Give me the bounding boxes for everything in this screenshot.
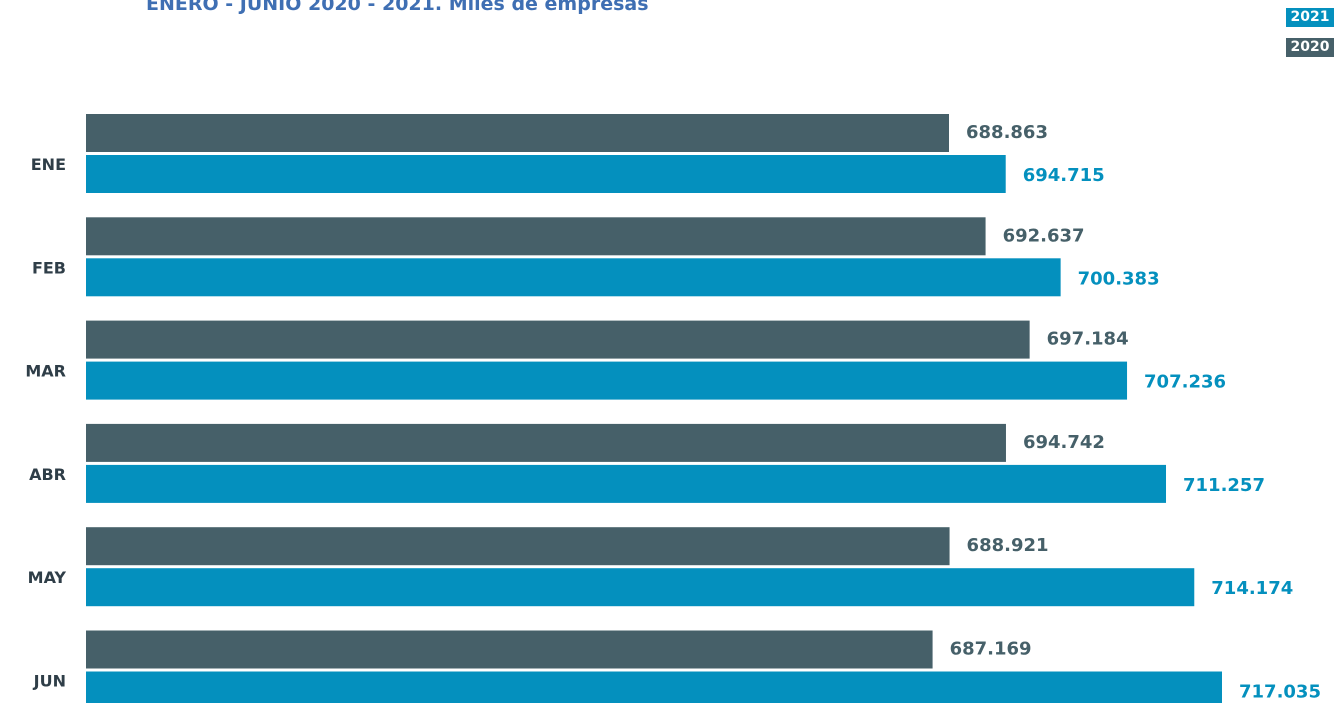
category-label-ene: ENE: [31, 155, 66, 174]
bar-2020-mar: [86, 321, 1030, 359]
bar-2020-abr: [86, 424, 1006, 462]
value-label-2021-feb: 700.383: [1078, 268, 1160, 289]
category-label-mar: MAR: [25, 362, 66, 381]
value-label-2021-mar: 707.236: [1144, 372, 1226, 393]
bar-2021-ene: [86, 155, 1006, 193]
bar-2021-abr: [86, 465, 1166, 503]
value-label-2021-jun: 717.035: [1239, 682, 1321, 703]
bar-2020-ene: [86, 114, 949, 152]
category-label-feb: FEB: [32, 258, 66, 277]
value-label-2020-may: 688.921: [967, 535, 1049, 556]
value-label-2020-ene: 688.863: [966, 122, 1048, 143]
value-label-2020-jun: 687.169: [950, 639, 1032, 660]
value-label-2021-may: 714.174: [1211, 578, 1293, 599]
bar-2020-jun: [86, 631, 933, 669]
value-label-2020-feb: 692.637: [1003, 225, 1085, 246]
value-label-2021-abr: 711.257: [1183, 475, 1265, 496]
category-label-abr: ABR: [29, 465, 66, 484]
value-label-2020-mar: 697.184: [1047, 329, 1129, 350]
bar-2021-feb: [86, 258, 1061, 296]
bar-2021-mar: [86, 362, 1127, 400]
value-label-2021-ene: 694.715: [1023, 165, 1105, 186]
value-label-2020-abr: 694.742: [1023, 432, 1105, 453]
bar-2020-feb: [86, 217, 986, 255]
category-label-jun: JUN: [33, 672, 66, 691]
bar-2020-may: [86, 527, 950, 565]
category-label-may: MAY: [28, 568, 67, 587]
bar-2021-jun: [86, 672, 1222, 703]
bar-2021-may: [86, 568, 1194, 606]
